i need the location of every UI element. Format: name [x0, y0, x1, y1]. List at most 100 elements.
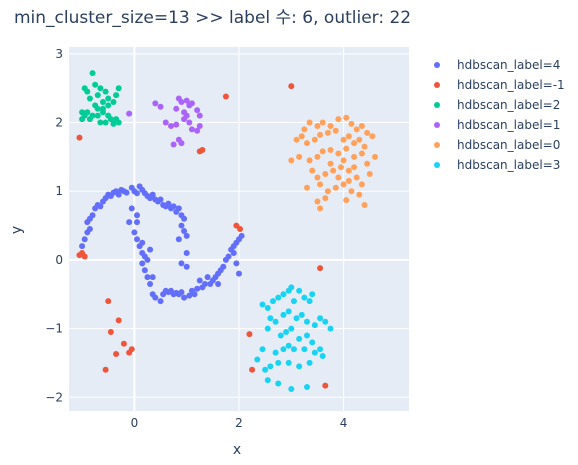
- data-point[interactable]: [97, 85, 104, 92]
- data-point[interactable]: [364, 129, 371, 136]
- data-point[interactable]: [113, 350, 120, 357]
- data-point[interactable]: [358, 181, 365, 188]
- data-point[interactable]: [259, 346, 266, 353]
- data-point[interactable]: [264, 325, 271, 332]
- data-point[interactable]: [304, 383, 310, 390]
- data-point[interactable]: [285, 308, 292, 315]
- legend-item[interactable]: hdbscan_label=0: [434, 138, 560, 152]
- data-point[interactable]: [254, 356, 261, 363]
- data-point[interactable]: [290, 298, 297, 305]
- data-point[interactable]: [162, 119, 169, 126]
- data-point[interactable]: [304, 140, 310, 147]
- data-point[interactable]: [317, 346, 324, 353]
- data-point[interactable]: [181, 294, 188, 301]
- data-point[interactable]: [304, 184, 310, 191]
- data-point[interactable]: [139, 239, 146, 246]
- data-point[interactable]: [296, 363, 303, 370]
- data-point[interactable]: [222, 93, 229, 100]
- data-point[interactable]: [249, 366, 256, 373]
- data-point[interactable]: [105, 95, 112, 102]
- data-point[interactable]: [81, 85, 88, 92]
- data-point[interactable]: [322, 195, 329, 202]
- data-point[interactable]: [335, 116, 342, 123]
- data-point[interactable]: [246, 331, 253, 338]
- data-point[interactable]: [345, 133, 352, 140]
- data-point[interactable]: [147, 280, 154, 287]
- data-point[interactable]: [199, 147, 206, 154]
- data-point[interactable]: [319, 148, 326, 155]
- data-point[interactable]: [361, 201, 368, 208]
- data-point[interactable]: [262, 366, 269, 373]
- data-point[interactable]: [301, 294, 308, 301]
- data-point[interactable]: [175, 236, 182, 243]
- data-point[interactable]: [332, 127, 339, 134]
- data-point[interactable]: [304, 318, 310, 325]
- data-point[interactable]: [270, 298, 276, 305]
- plot-area[interactable]: 0 2 4 −2 −1 0 1 2 3: [45, 47, 409, 430]
- data-point[interactable]: [186, 292, 193, 299]
- data-point[interactable]: [288, 157, 295, 164]
- data-point[interactable]: [288, 83, 295, 90]
- data-point[interactable]: [165, 200, 172, 207]
- data-point[interactable]: [97, 203, 104, 210]
- data-point[interactable]: [237, 226, 244, 232]
- data-point[interactable]: [267, 315, 274, 322]
- data-point[interactable]: [345, 177, 352, 184]
- data-point[interactable]: [183, 263, 190, 270]
- data-point[interactable]: [102, 366, 109, 373]
- data-point[interactable]: [196, 122, 203, 129]
- data-point[interactable]: [128, 346, 135, 353]
- data-point[interactable]: [115, 119, 122, 126]
- data-point[interactable]: [277, 332, 284, 339]
- data-point[interactable]: [147, 246, 154, 253]
- data-point[interactable]: [296, 335, 303, 342]
- data-point[interactable]: [335, 150, 342, 157]
- data-point[interactable]: [115, 191, 122, 198]
- data-point[interactable]: [332, 184, 339, 191]
- data-point[interactable]: [86, 226, 93, 232]
- data-point[interactable]: [304, 332, 310, 339]
- data-point[interactable]: [94, 112, 101, 119]
- data-point[interactable]: [340, 181, 347, 188]
- data-point[interactable]: [317, 131, 324, 138]
- legend-item[interactable]: hdbscan_label=4: [434, 58, 560, 72]
- data-point[interactable]: [170, 203, 177, 210]
- data-point[interactable]: [311, 322, 318, 329]
- data-point[interactable]: [369, 133, 376, 140]
- data-point[interactable]: [134, 190, 140, 197]
- data-point[interactable]: [86, 116, 93, 123]
- data-point[interactable]: [293, 136, 300, 143]
- data-point[interactable]: [92, 81, 99, 88]
- data-point[interactable]: [100, 109, 106, 116]
- data-point[interactable]: [348, 120, 355, 127]
- data-point[interactable]: [301, 126, 308, 133]
- data-point[interactable]: [322, 382, 329, 389]
- data-point[interactable]: [152, 100, 159, 107]
- data-point[interactable]: [115, 85, 122, 92]
- data-point[interactable]: [202, 280, 208, 287]
- data-point[interactable]: [97, 119, 104, 126]
- data-point[interactable]: [157, 196, 164, 203]
- data-point[interactable]: [272, 349, 279, 356]
- data-point[interactable]: [183, 97, 190, 104]
- data-point[interactable]: [311, 349, 318, 356]
- data-point[interactable]: [168, 122, 174, 129]
- data-point[interactable]: [317, 315, 324, 322]
- data-point[interactable]: [183, 232, 190, 239]
- data-point[interactable]: [327, 147, 334, 154]
- data-point[interactable]: [275, 294, 282, 301]
- data-point[interactable]: [314, 198, 321, 205]
- data-point[interactable]: [233, 260, 240, 267]
- legend-item[interactable]: hdbscan_label=-1: [434, 78, 565, 92]
- data-point[interactable]: [102, 119, 109, 126]
- data-point[interactable]: [319, 353, 326, 360]
- data-point[interactable]: [288, 386, 295, 393]
- data-point[interactable]: [131, 229, 138, 236]
- data-point[interactable]: [181, 109, 188, 116]
- data-point[interactable]: [79, 116, 86, 123]
- data-point[interactable]: [317, 205, 324, 212]
- data-point[interactable]: [288, 325, 295, 332]
- data-point[interactable]: [110, 120, 117, 127]
- data-point[interactable]: [356, 136, 363, 143]
- data-point[interactable]: [306, 119, 313, 126]
